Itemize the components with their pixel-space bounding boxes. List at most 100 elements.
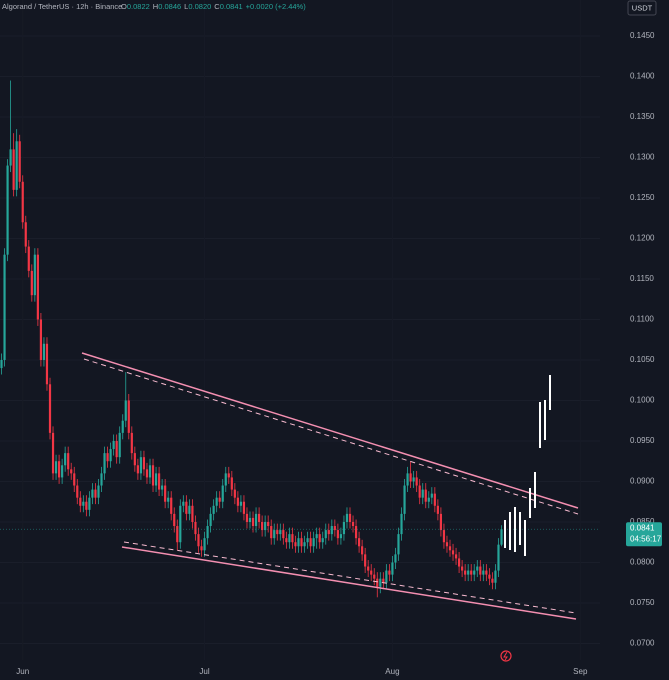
- candle-body: [267, 521, 270, 527]
- candle-body: [482, 570, 485, 575]
- candle-body: [336, 530, 339, 539]
- candle-body: [454, 554, 458, 559]
- candle-body: [467, 570, 470, 575]
- candle-body: [494, 570, 497, 583]
- candle-body: [57, 461, 61, 478]
- candle-body: [30, 270, 33, 296]
- change: +0.0020 (+2.44%): [246, 2, 307, 11]
- lower-trendline: [121, 546, 577, 620]
- candle-body: [3, 254, 6, 360]
- candle-body: [206, 526, 209, 539]
- last-price-tag: [626, 522, 662, 547]
- candle-body: [339, 534, 343, 539]
- candle-body: [291, 534, 294, 543]
- candle-body: [397, 534, 400, 555]
- candle-body: [427, 497, 430, 502]
- candle-body: [167, 497, 170, 502]
- candle-body: [297, 538, 300, 547]
- ohlc-key: H: [153, 2, 158, 11]
- candle-body: [276, 530, 279, 535]
- candle-body: [261, 521, 264, 531]
- candle-body: [54, 461, 58, 474]
- last-price: 0.0841: [630, 523, 655, 532]
- ohlc-value: 0.0822: [127, 2, 150, 11]
- y-tick-label: 0.0700: [630, 639, 655, 648]
- candle-body: [221, 485, 224, 502]
- event-icon-bolt: [503, 651, 508, 661]
- candle-body: [112, 440, 115, 450]
- candle-body: [76, 485, 79, 498]
- candle-body: [473, 570, 476, 575]
- candle-body: [64, 453, 67, 466]
- candle-body: [245, 513, 249, 522]
- candle-body: [203, 538, 206, 551]
- candle-body: [430, 493, 433, 498]
- candle-body: [354, 526, 358, 539]
- candle-body: [24, 222, 27, 247]
- ohlc-value: 0.0820: [188, 2, 211, 11]
- candle-body: [391, 562, 394, 575]
- candle-body: [0, 359, 3, 369]
- candle-body: [464, 570, 467, 575]
- projection-bars: [504, 375, 551, 556]
- candle-body: [285, 538, 288, 543]
- candle-body: [145, 469, 149, 478]
- candle-body: [424, 489, 427, 502]
- y-tick-label: 0.0850: [630, 517, 655, 526]
- candle-body: [6, 165, 9, 255]
- candle-body: [73, 473, 76, 486]
- y-tick-label: 0.1450: [630, 31, 655, 40]
- candle-body: [27, 246, 30, 271]
- candle-body: [315, 534, 318, 539]
- candle-body: [445, 542, 449, 547]
- candle-body: [257, 513, 261, 522]
- candle-body: [161, 485, 164, 490]
- candle-body: [188, 505, 191, 514]
- y-tick-label: 0.0900: [630, 477, 655, 486]
- currency-box[interactable]: [627, 0, 657, 16]
- candle-body: [42, 343, 46, 360]
- candle-body: [321, 538, 324, 543]
- candle-body: [357, 538, 361, 547]
- x-tick-label: Sep: [573, 667, 588, 676]
- trendlines: [81, 352, 579, 620]
- event-icon-circle: [500, 650, 512, 662]
- candle-body: [273, 530, 276, 539]
- event-icon[interactable]: [500, 650, 512, 662]
- y-tick-label: 0.0800: [630, 558, 655, 567]
- candle-body: [461, 566, 464, 571]
- candle-body: [15, 141, 18, 190]
- candle-body: [197, 534, 200, 547]
- candle-body: [376, 578, 379, 587]
- candle-body: [164, 485, 167, 502]
- candle-body: [409, 473, 412, 482]
- candle-body: [115, 440, 118, 458]
- candle-body: [118, 432, 121, 458]
- candle-body: [312, 538, 315, 547]
- candle-body: [182, 501, 185, 506]
- candle-body: [330, 526, 333, 535]
- candle-body: [51, 432, 55, 474]
- x-tick-label: Jul: [199, 667, 209, 676]
- candle-body: [139, 457, 143, 474]
- candle-body: [121, 420, 124, 433]
- candle-body: [421, 489, 424, 498]
- candle-body: [488, 574, 491, 579]
- candle-body: [242, 501, 246, 514]
- candle-body: [233, 489, 236, 498]
- y-tick-label: 0.1000: [630, 396, 655, 405]
- candle-body: [136, 465, 139, 474]
- y-tick-label: 0.1100: [630, 315, 654, 324]
- candle-body: [191, 505, 194, 522]
- candle-body: [400, 513, 403, 535]
- candle-body: [82, 501, 85, 506]
- candle-body: [157, 473, 161, 490]
- candle-body: [12, 149, 15, 190]
- ohlc-key: L: [184, 2, 188, 11]
- candle-body: [194, 521, 197, 535]
- candle-body: [448, 546, 452, 551]
- y-tick-label: 0.1150: [630, 274, 654, 283]
- candle-body: [151, 465, 155, 486]
